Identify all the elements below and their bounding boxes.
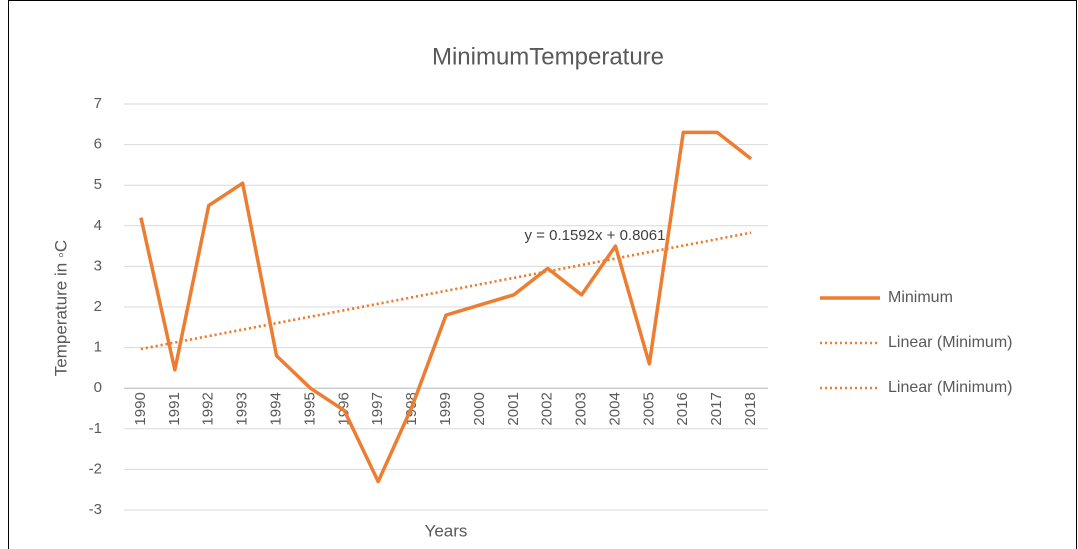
trendline-equation: y = 0.1592x + 0.8061 (525, 227, 666, 244)
x-tick-label: 2002 (539, 392, 556, 425)
x-axis-label: Years (425, 521, 468, 540)
trendline (140, 231, 752, 351)
y-tick-label: 5 (94, 176, 102, 193)
y-tick-label: 0 (94, 379, 102, 396)
y-tick-label: -2 (89, 460, 102, 477)
y-tick-label: 3 (94, 257, 102, 274)
legend-label: Linear (Minimum) (888, 334, 1012, 351)
y-tick-label: 6 (94, 136, 102, 153)
x-tick-label: 2018 (742, 392, 759, 425)
x-tick-label: 2003 (573, 392, 590, 425)
y-tick-label: -3 (89, 501, 102, 518)
x-tick-label: 2001 (505, 392, 522, 425)
x-tick-label: 2017 (708, 392, 725, 425)
y-tick-label: 4 (94, 217, 102, 234)
x-tick-label: 1999 (437, 392, 454, 425)
y-tick-label: 2 (94, 298, 102, 315)
x-tick-label: 2016 (674, 392, 691, 425)
data-line (139, 130, 753, 484)
chart-title: MinimumTemperature (432, 43, 664, 70)
y-tick-label: 7 (94, 95, 102, 112)
x-tick-label: 1992 (200, 392, 217, 425)
legend-label: Minimum (888, 289, 953, 306)
legend-label: Linear (Minimum) (888, 379, 1012, 396)
x-tick-label: 2005 (640, 392, 657, 425)
x-tick-label: 1995 (301, 392, 318, 425)
y-axis-label: Temperature in ◦C (51, 240, 70, 376)
chart-frame (8, 0, 1077, 549)
x-tick-label: 1991 (166, 392, 183, 425)
x-tick-label: 1997 (369, 392, 386, 425)
y-tick-label: 1 (94, 339, 102, 356)
x-tick-label: 1990 (132, 392, 149, 425)
y-tick-label: -1 (89, 420, 102, 437)
x-tick-label: 2000 (471, 392, 488, 425)
x-tick-label: 2004 (606, 392, 623, 425)
x-tick-label: 1994 (267, 392, 284, 425)
x-tick-label: 1993 (234, 392, 251, 425)
